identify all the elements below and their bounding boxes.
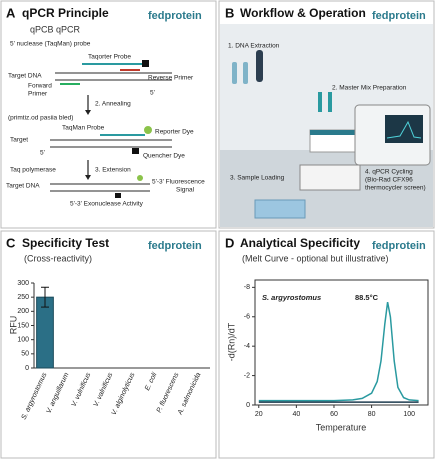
x-tick-label: 80 [368,411,376,418]
y-tick-label: -6 [244,314,250,321]
panel-frame [0,0,217,229]
x-tick-label: P. fluorescens [156,371,181,414]
label: Reporter Dye [155,129,194,136]
x-tick-label: V. anguillarum [45,372,70,415]
y-tick-label: 150 [17,322,29,329]
label: 2. Master Mix Preparation [332,85,407,92]
diagram [50,60,172,198]
y-axis-label: -d(Rn)/dT [226,322,236,361]
panel-frame [218,0,435,229]
x-tick-label: 60 [330,411,338,418]
label: 3. Extension [95,167,131,174]
label: 5' nuclease (TaqMan) probe [10,41,91,48]
panel-subtitle: qPCB qPCR [30,24,81,34]
x-tick-label: E. coli [144,371,159,392]
label: Quencher Dye [143,153,185,160]
workflow-illustration [220,24,433,227]
chart-subtitle: (Cross-reactivity) [24,253,92,263]
x-tick-label: 20 [255,411,263,418]
y-tick-label: 250 [17,294,29,301]
brand: fedprotein [372,240,426,252]
label: Forward [28,83,52,90]
x-tick-label: V. alginolyticus [111,371,137,416]
label: 3. Sample Loading [230,175,285,182]
y-axis-label: RFU [8,316,18,335]
x-tick-label: 40 [292,411,300,418]
panel-letter: A [6,5,16,20]
label: (primtiz.od pasiia bled) [8,115,73,122]
label: 1. DNA Extraction [228,43,280,50]
label: 2. Annealing [95,101,131,108]
label: Target DNA [8,73,42,80]
annotation: S. argyrostomus [262,293,321,302]
label: Target [10,137,28,144]
x-tick-label: V. valnificus [93,371,115,408]
label: 5' [40,150,45,157]
panel-letter: C [6,235,16,250]
x-tick-label: V. vulnificus [71,371,93,408]
y-tick-label: 0 [246,402,250,409]
label: Taqorter Probe [88,54,131,61]
panel-title: qPCR Principle [22,6,109,20]
bar [36,296,54,369]
x-tick-label: S. argyrostomus [21,371,49,421]
y-tick-label: -8 [244,284,250,291]
label: thermocycler screen) [365,185,426,192]
y-tick-label: 200 [17,308,29,315]
label: 4. qPCR Cycling [365,169,413,176]
panel-letter: B [225,5,234,20]
label: 5'-3' Exonuclease Activity [70,201,144,208]
chart-subtitle: (Melt Curve - optional but illustrative) [242,253,389,263]
y-tick-label: 0 [25,365,29,372]
plot-frame [254,279,429,406]
panel-letter: D [225,235,234,250]
panel-frame [0,230,217,459]
y-tick-label: -4 [244,343,250,350]
brand: fedprotein [372,10,426,22]
x-tick-label: A. salmonicida [176,372,202,417]
label: Primer [28,91,48,98]
label: Signal [176,187,195,194]
panel-title: Workflow & Operation [240,6,366,20]
chart-title: Specificity Test [22,236,109,250]
x-tick-label: 100 [403,411,415,418]
label: Taq polymerase [10,167,56,174]
label: Reverse Primer [148,75,194,82]
annotation: 88.5°C [355,293,379,302]
y-tick-label: 100 [17,337,29,344]
y-tick-label: -2 [244,372,250,379]
x-axis-label: Temperature [316,422,367,432]
panel-frame [218,230,435,459]
y-tick-label: 50 [21,351,29,358]
y-tick-label: 300 [17,280,29,287]
brand: fedprotein [148,10,202,22]
label: 5' [150,90,155,97]
label: TaqMan Probe [62,125,105,132]
label: (Bio-Rad CFX96 [365,177,413,184]
brand: fedprotein [148,240,202,252]
chart-title: Analytical Specificity [240,236,360,250]
label: 5'-3' Fluorescence [152,179,205,186]
label: Target DNA [6,183,40,190]
curve [258,301,419,402]
